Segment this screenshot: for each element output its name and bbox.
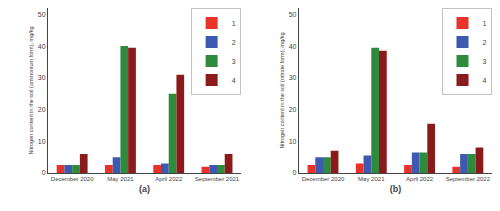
- svg-text:10: 10: [38, 138, 46, 145]
- svg-text:1: 1: [483, 20, 487, 27]
- svg-text:Nitrogen content in the soil (: Nitrogen content in the soil (nitrate fo…: [279, 32, 285, 148]
- svg-text:50: 50: [289, 11, 297, 18]
- svg-text:3: 3: [483, 58, 487, 65]
- svg-text:(a): (a): [139, 184, 150, 194]
- svg-text:10: 10: [289, 138, 297, 145]
- svg-text:December 2020: December 2020: [51, 176, 94, 182]
- svg-text:May 2021: May 2021: [107, 176, 134, 182]
- svg-text:2: 2: [483, 39, 487, 46]
- svg-text:30: 30: [289, 74, 297, 81]
- svg-text:May 2021: May 2021: [358, 176, 385, 182]
- svg-text:0: 0: [42, 169, 46, 176]
- svg-text:40: 40: [289, 43, 297, 50]
- svg-text:September 2022: September 2022: [446, 176, 491, 182]
- svg-text:40: 40: [38, 43, 46, 50]
- svg-text:4: 4: [232, 77, 236, 84]
- svg-text:Nitrogen content in the soil (: Nitrogen content in the soil (ammonium f…: [28, 26, 34, 154]
- svg-text:0: 0: [293, 169, 297, 176]
- svg-text:2: 2: [232, 39, 236, 46]
- svg-text:(b): (b): [390, 184, 402, 194]
- svg-text:30: 30: [38, 74, 46, 81]
- svg-text:April 2022: April 2022: [155, 176, 183, 182]
- svg-text:1: 1: [232, 20, 236, 27]
- svg-text:September 2021: September 2021: [195, 176, 240, 182]
- svg-text:4: 4: [483, 77, 487, 84]
- svg-text:50: 50: [38, 11, 46, 18]
- svg-text:3: 3: [232, 58, 236, 65]
- svg-text:December 2020: December 2020: [302, 176, 345, 182]
- svg-text:April 2022: April 2022: [406, 176, 434, 182]
- svg-text:20: 20: [38, 106, 46, 113]
- svg-text:20: 20: [289, 106, 297, 113]
